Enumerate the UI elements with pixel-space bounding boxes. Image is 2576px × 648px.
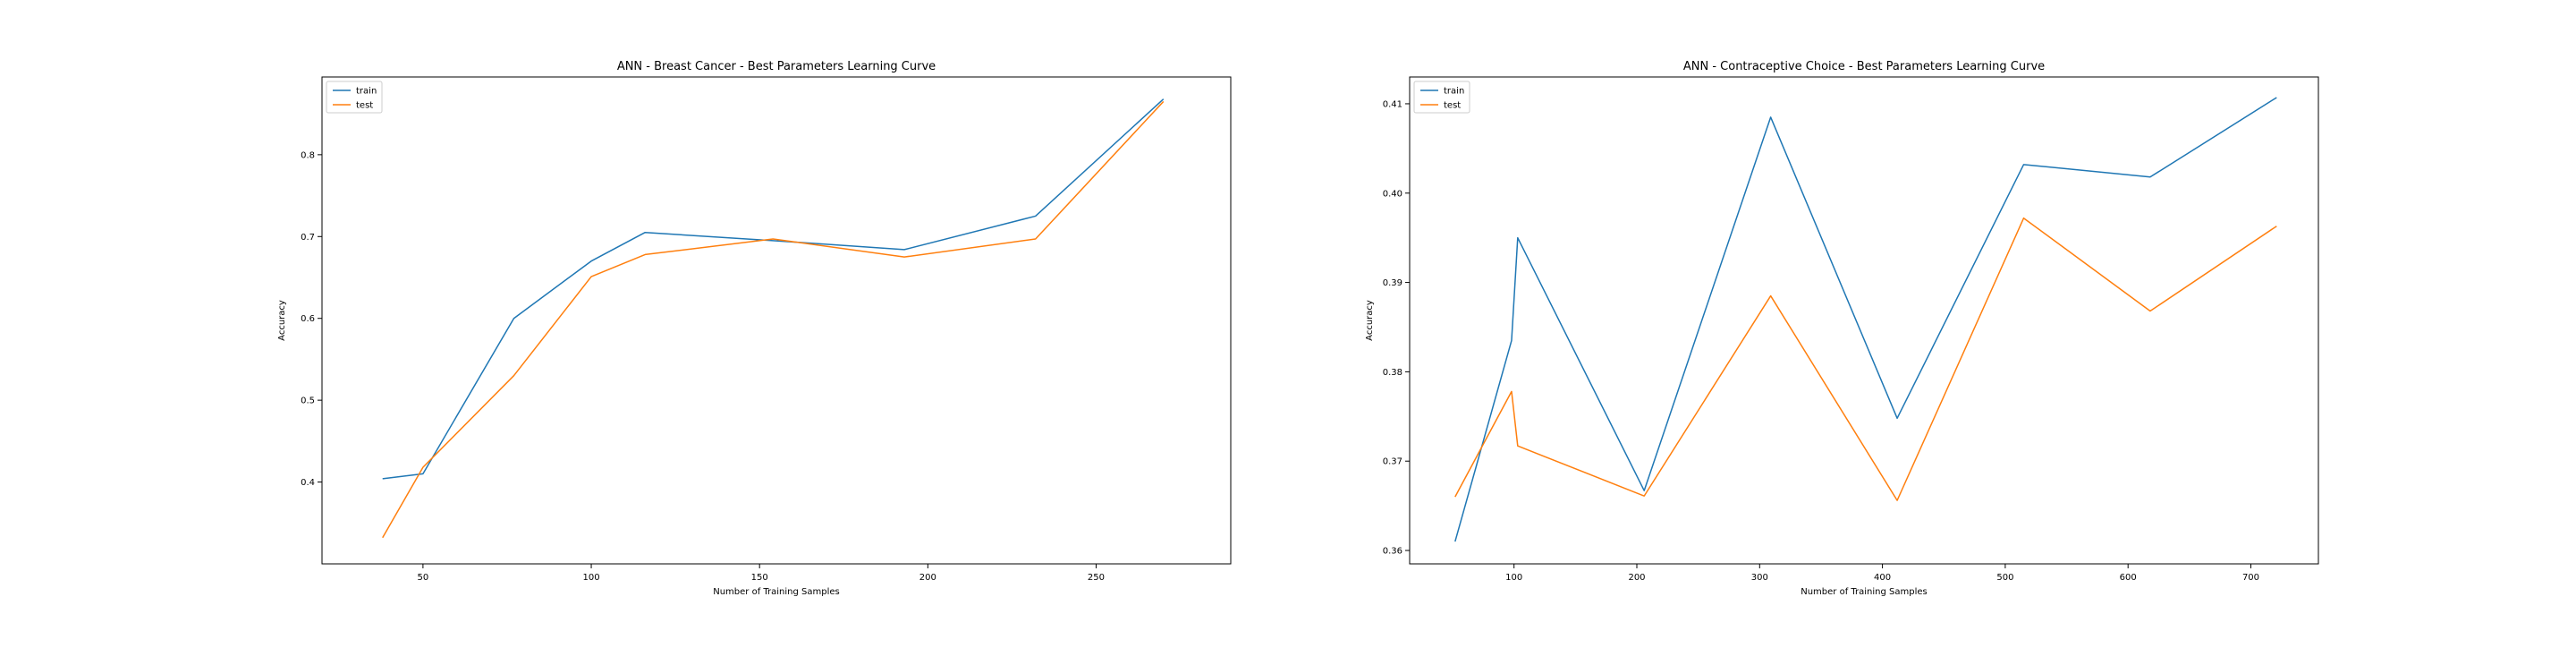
x-tick-label: 150 [751, 573, 768, 583]
chart-2: ANN - Contraceptive Choice - Best Parame… [1365, 60, 2319, 597]
y-tick-label: 0.38 [1383, 368, 1402, 378]
series-line-train [382, 98, 1165, 480]
y-tick-label: 0.6 [301, 314, 315, 324]
x-tick-label: 300 [1751, 573, 1768, 583]
legend-label-test: test [1444, 101, 1461, 111]
chart-title: ANN - Breast Cancer - Best Parameters Le… [617, 60, 936, 73]
x-tick-label: 50 [418, 573, 429, 583]
y-tick-label: 0.41 [1383, 99, 1402, 109]
x-tick-label: 200 [1628, 573, 1645, 583]
x-tick-label: 500 [1996, 573, 2013, 583]
x-tick-label: 200 [919, 573, 936, 583]
x-tick-label: 100 [1505, 573, 1522, 583]
legend-label-train: train [356, 87, 377, 97]
y-axis-label: Accuracy [277, 300, 287, 341]
x-tick-label: 700 [2242, 573, 2259, 583]
x-axis-label: Number of Training Samples [1801, 587, 1928, 597]
chart-title: ANN - Contraceptive Choice - Best Parame… [1683, 60, 2045, 73]
legend-label-train: train [1444, 87, 1464, 97]
y-tick-label: 0.40 [1383, 189, 1402, 199]
y-tick-label: 0.36 [1383, 547, 1402, 557]
chart-1: ANN - Breast Cancer - Best Parameters Le… [277, 60, 1232, 597]
x-tick-label: 250 [1088, 573, 1105, 583]
series-line-test [1454, 217, 2277, 501]
plot-frame [1409, 76, 2319, 565]
y-tick-label: 0.8 [301, 150, 315, 160]
y-tick-label: 0.39 [1383, 278, 1402, 288]
y-tick-label: 0.7 [301, 233, 315, 243]
y-axis-label: Accuracy [1365, 300, 1375, 341]
legend-label-test: test [356, 101, 373, 111]
y-tick-label: 0.37 [1383, 457, 1402, 467]
y-tick-label: 0.5 [301, 396, 315, 406]
x-tick-label: 100 [582, 573, 599, 583]
legend: train test [326, 81, 383, 114]
x-tick-label: 400 [1874, 573, 1891, 583]
series-line-test [382, 100, 1165, 539]
legend: train test [1413, 81, 1470, 114]
x-tick-label: 600 [2120, 573, 2137, 583]
plot-frame [321, 76, 1232, 565]
y-tick-label: 0.4 [301, 478, 315, 488]
x-axis-label: Number of Training Samples [713, 587, 840, 597]
series-line-train [1454, 97, 2277, 542]
